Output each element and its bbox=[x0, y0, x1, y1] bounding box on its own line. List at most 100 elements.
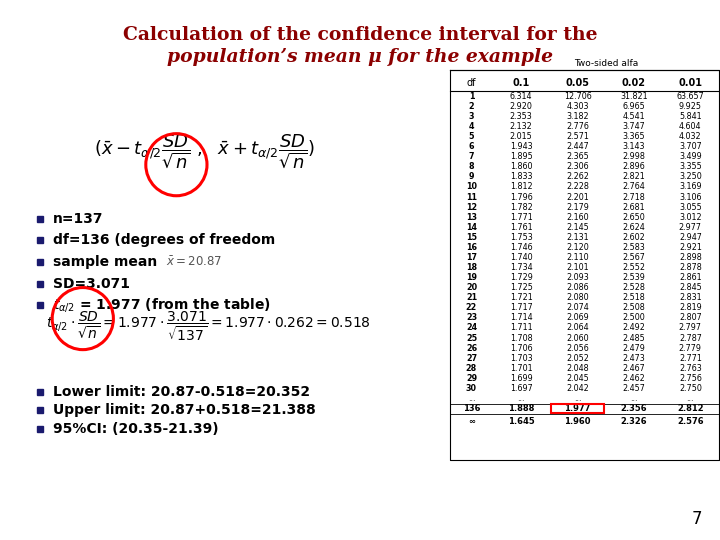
Text: 1.734: 1.734 bbox=[510, 263, 533, 272]
Text: 2.624: 2.624 bbox=[623, 222, 645, 232]
Text: 1.796: 1.796 bbox=[510, 193, 533, 201]
Text: ...: ... bbox=[630, 394, 638, 403]
Text: 1.701: 1.701 bbox=[510, 364, 533, 373]
Text: 2.179: 2.179 bbox=[566, 202, 589, 212]
Text: 4.303: 4.303 bbox=[567, 102, 589, 111]
Text: 1.711: 1.711 bbox=[510, 323, 533, 333]
Text: 3.055: 3.055 bbox=[679, 202, 702, 212]
Text: 1.740: 1.740 bbox=[510, 253, 533, 262]
Text: 19: 19 bbox=[466, 273, 477, 282]
Text: 1.729: 1.729 bbox=[510, 273, 533, 282]
Text: 2.467: 2.467 bbox=[623, 364, 645, 373]
Text: 2.485: 2.485 bbox=[623, 334, 645, 342]
Text: 2.898: 2.898 bbox=[679, 253, 702, 262]
Text: 0.01: 0.01 bbox=[678, 78, 703, 87]
Text: 2.650: 2.650 bbox=[623, 213, 645, 221]
Text: 2.074: 2.074 bbox=[566, 303, 589, 312]
Text: 2.508: 2.508 bbox=[623, 303, 645, 312]
Text: 2.763: 2.763 bbox=[679, 364, 702, 373]
Text: 2.447: 2.447 bbox=[566, 142, 589, 151]
Text: 3.012: 3.012 bbox=[679, 213, 702, 221]
Text: 2.567: 2.567 bbox=[623, 253, 645, 262]
Text: Calculation of the confidence interval for the: Calculation of the confidence interval f… bbox=[122, 26, 598, 44]
Text: 1.771: 1.771 bbox=[510, 213, 533, 221]
Text: 18: 18 bbox=[466, 263, 477, 272]
Text: 2.120: 2.120 bbox=[566, 243, 589, 252]
Text: 2.228: 2.228 bbox=[566, 183, 589, 192]
Text: 136: 136 bbox=[463, 404, 480, 413]
Text: 2.921: 2.921 bbox=[679, 243, 702, 252]
Text: ...: ... bbox=[574, 394, 581, 403]
Text: 2.797: 2.797 bbox=[679, 323, 702, 333]
Text: 2.101: 2.101 bbox=[566, 263, 589, 272]
Text: 2.462: 2.462 bbox=[623, 374, 645, 383]
Text: 15: 15 bbox=[466, 233, 477, 242]
Text: 2.947: 2.947 bbox=[679, 233, 702, 242]
Text: 1.812: 1.812 bbox=[510, 183, 533, 192]
Text: $(\bar{x}-t_{\alpha/2}\dfrac{SD}{\sqrt{n}}\ ,\ \ \bar{x}+t_{\alpha/2}\dfrac{SD}{: $(\bar{x}-t_{\alpha/2}\dfrac{SD}{\sqrt{n… bbox=[94, 132, 316, 170]
Text: 5.841: 5.841 bbox=[679, 112, 702, 121]
Text: 2.977: 2.977 bbox=[679, 222, 702, 232]
Text: ...: ... bbox=[468, 394, 475, 403]
Text: 2.056: 2.056 bbox=[566, 343, 589, 353]
Text: 2.473: 2.473 bbox=[623, 354, 645, 363]
Text: ...: ... bbox=[687, 394, 694, 403]
Text: 2.479: 2.479 bbox=[623, 343, 645, 353]
Text: 2.845: 2.845 bbox=[679, 283, 702, 292]
Text: ∞: ∞ bbox=[468, 417, 475, 426]
Text: 25: 25 bbox=[466, 334, 477, 342]
Text: 2.539: 2.539 bbox=[623, 273, 645, 282]
Text: 2.069: 2.069 bbox=[566, 313, 589, 322]
Text: 2.552: 2.552 bbox=[623, 263, 645, 272]
Text: 0.02: 0.02 bbox=[622, 78, 646, 87]
Text: n=137: n=137 bbox=[53, 212, 103, 226]
Text: 2.812: 2.812 bbox=[677, 404, 703, 413]
Text: 5: 5 bbox=[469, 132, 474, 141]
Text: 3.143: 3.143 bbox=[623, 142, 645, 151]
Text: 2.492: 2.492 bbox=[623, 323, 645, 333]
Text: 1.943: 1.943 bbox=[510, 142, 533, 151]
Text: 2.201: 2.201 bbox=[566, 193, 589, 201]
Text: 29: 29 bbox=[466, 374, 477, 383]
Text: 1.706: 1.706 bbox=[510, 343, 533, 353]
Text: 2.878: 2.878 bbox=[679, 263, 702, 272]
Text: 12: 12 bbox=[466, 202, 477, 212]
Text: 2.048: 2.048 bbox=[566, 364, 589, 373]
Text: 2.831: 2.831 bbox=[679, 293, 702, 302]
Text: 3.169: 3.169 bbox=[679, 183, 702, 192]
Text: 2.779: 2.779 bbox=[679, 343, 702, 353]
Text: 12.706: 12.706 bbox=[564, 92, 591, 101]
Text: 4: 4 bbox=[469, 122, 474, 131]
Text: 2.045: 2.045 bbox=[566, 374, 589, 383]
Text: 2.110: 2.110 bbox=[566, 253, 589, 262]
Text: 2.776: 2.776 bbox=[566, 122, 589, 131]
Text: 2.528: 2.528 bbox=[623, 283, 645, 292]
Text: 3.182: 3.182 bbox=[566, 112, 589, 121]
Text: 2.681: 2.681 bbox=[623, 202, 645, 212]
Text: 4.032: 4.032 bbox=[679, 132, 702, 141]
Text: 2.771: 2.771 bbox=[679, 354, 702, 363]
Text: 1.721: 1.721 bbox=[510, 293, 533, 302]
Text: 1.761: 1.761 bbox=[510, 222, 533, 232]
Text: 1.703: 1.703 bbox=[510, 354, 533, 363]
Text: 0.1: 0.1 bbox=[513, 78, 530, 87]
Text: 7: 7 bbox=[691, 510, 702, 528]
Text: 2.518: 2.518 bbox=[623, 293, 645, 302]
Text: $t_{\alpha/2}\cdot\dfrac{SD}{\sqrt{n}}=1.977\cdot\dfrac{3.071}{\sqrt{137}}=1.977: $t_{\alpha/2}\cdot\dfrac{SD}{\sqrt{n}}=1… bbox=[46, 310, 372, 343]
Text: Upper limit: 20.87+0.518=21.388: Upper limit: 20.87+0.518=21.388 bbox=[53, 403, 315, 417]
Text: 2.819: 2.819 bbox=[679, 303, 702, 312]
Text: 2.750: 2.750 bbox=[679, 384, 702, 393]
Text: 3.747: 3.747 bbox=[623, 122, 645, 131]
Text: 2.160: 2.160 bbox=[566, 213, 589, 221]
Text: 2.306: 2.306 bbox=[566, 163, 589, 171]
Text: 2.920: 2.920 bbox=[510, 102, 533, 111]
Text: 2.353: 2.353 bbox=[510, 112, 533, 121]
Text: 1.717: 1.717 bbox=[510, 303, 533, 312]
Text: 1.895: 1.895 bbox=[510, 152, 533, 161]
Text: 2.571: 2.571 bbox=[566, 132, 589, 141]
Text: 2.583: 2.583 bbox=[623, 243, 645, 252]
Text: 3.355: 3.355 bbox=[679, 163, 702, 171]
Text: 2.356: 2.356 bbox=[621, 404, 647, 413]
Text: 2.861: 2.861 bbox=[679, 273, 702, 282]
Text: 3.499: 3.499 bbox=[679, 152, 702, 161]
